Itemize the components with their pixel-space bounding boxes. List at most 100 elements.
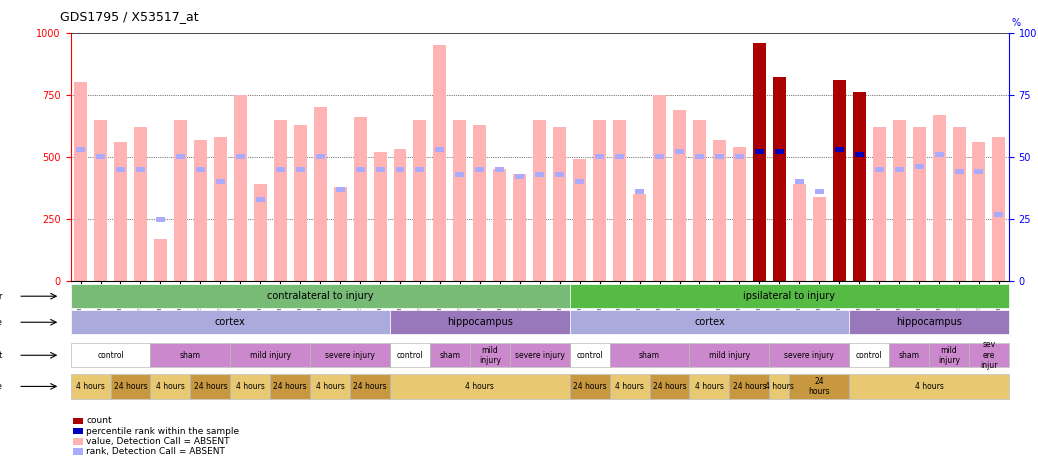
Text: 24 hours: 24 hours bbox=[114, 382, 147, 391]
Bar bbox=[214, 137, 227, 281]
Bar bbox=[914, 165, 924, 169]
Bar bbox=[973, 142, 985, 281]
Bar bbox=[114, 142, 127, 281]
Bar bbox=[932, 115, 946, 281]
Bar bbox=[196, 167, 204, 172]
Text: 4 hours: 4 hours bbox=[765, 382, 794, 391]
Bar bbox=[393, 149, 407, 281]
Bar bbox=[733, 147, 746, 281]
Bar bbox=[313, 107, 327, 281]
Bar bbox=[255, 197, 265, 202]
Text: other: other bbox=[0, 292, 3, 301]
Bar bbox=[194, 140, 207, 281]
Bar bbox=[934, 152, 944, 157]
Text: GDS1795 / X53517_at: GDS1795 / X53517_at bbox=[60, 10, 199, 23]
Bar bbox=[294, 125, 306, 281]
Bar bbox=[374, 152, 386, 281]
Bar bbox=[136, 167, 145, 172]
Text: percentile rank within the sample: percentile rank within the sample bbox=[86, 426, 240, 436]
Bar bbox=[74, 82, 87, 281]
Bar bbox=[536, 172, 544, 177]
Text: 4 hours: 4 hours bbox=[236, 382, 265, 391]
Bar bbox=[376, 167, 384, 172]
Text: sham: sham bbox=[180, 351, 201, 360]
Bar bbox=[813, 197, 826, 281]
Bar bbox=[695, 154, 704, 159]
Bar bbox=[236, 154, 245, 159]
Bar bbox=[134, 127, 147, 281]
Bar bbox=[555, 172, 565, 177]
Bar bbox=[335, 187, 345, 192]
Bar bbox=[774, 149, 784, 154]
Text: sham: sham bbox=[639, 351, 660, 360]
Bar bbox=[852, 92, 866, 281]
Text: cortex: cortex bbox=[215, 317, 246, 327]
Text: sev
ere
injur: sev ere injur bbox=[980, 340, 998, 370]
Bar bbox=[613, 120, 626, 281]
Bar bbox=[815, 189, 824, 194]
Text: hippocampus: hippocampus bbox=[896, 317, 962, 327]
Bar bbox=[955, 169, 963, 174]
Bar bbox=[653, 95, 666, 281]
Text: 4 hours: 4 hours bbox=[465, 382, 494, 391]
Bar bbox=[832, 80, 846, 281]
Bar bbox=[655, 154, 664, 159]
Text: mild injury: mild injury bbox=[250, 351, 291, 360]
Bar bbox=[475, 167, 485, 172]
Bar bbox=[675, 149, 684, 154]
Bar bbox=[992, 137, 1006, 281]
Bar bbox=[354, 117, 366, 281]
Text: 24 hours: 24 hours bbox=[653, 382, 686, 391]
Bar bbox=[413, 120, 427, 281]
Bar bbox=[893, 120, 905, 281]
Bar bbox=[795, 179, 803, 184]
Bar bbox=[534, 120, 546, 281]
Bar bbox=[575, 179, 584, 184]
Bar bbox=[395, 167, 405, 172]
Bar bbox=[553, 127, 566, 281]
Bar bbox=[495, 167, 504, 172]
Text: 24
hours: 24 hours bbox=[809, 377, 830, 396]
Bar bbox=[94, 120, 107, 281]
Bar bbox=[76, 147, 85, 152]
Text: severe injury: severe injury bbox=[515, 351, 565, 360]
Bar bbox=[616, 154, 624, 159]
Bar bbox=[316, 154, 325, 159]
Bar bbox=[793, 184, 805, 281]
Bar bbox=[356, 167, 364, 172]
Text: 24 hours: 24 hours bbox=[353, 382, 387, 391]
Bar bbox=[175, 154, 185, 159]
Text: mild
injury: mild injury bbox=[938, 345, 960, 365]
Text: 4 hours: 4 hours bbox=[616, 382, 644, 391]
Bar bbox=[154, 239, 167, 281]
Bar bbox=[854, 152, 864, 157]
Bar bbox=[274, 120, 286, 281]
Bar bbox=[573, 159, 586, 281]
Text: rank, Detection Call = ABSENT: rank, Detection Call = ABSENT bbox=[86, 447, 225, 456]
Bar bbox=[216, 179, 225, 184]
Bar bbox=[276, 167, 284, 172]
Bar bbox=[454, 120, 466, 281]
Text: 4 hours: 4 hours bbox=[316, 382, 345, 391]
Bar bbox=[835, 147, 844, 152]
Text: control: control bbox=[397, 351, 424, 360]
Bar bbox=[753, 42, 766, 281]
Bar bbox=[593, 120, 606, 281]
Bar bbox=[473, 125, 487, 281]
Text: 24 hours: 24 hours bbox=[733, 382, 766, 391]
Bar bbox=[434, 45, 446, 281]
Bar bbox=[693, 120, 706, 281]
Text: 24 hours: 24 hours bbox=[193, 382, 227, 391]
Bar bbox=[912, 127, 926, 281]
Bar bbox=[635, 189, 644, 194]
Text: time: time bbox=[0, 382, 3, 391]
Text: 24 hours: 24 hours bbox=[573, 382, 606, 391]
Text: sham: sham bbox=[899, 351, 920, 360]
Bar bbox=[156, 217, 165, 222]
Bar bbox=[436, 147, 444, 152]
Text: ipsilateral to injury: ipsilateral to injury bbox=[743, 291, 836, 301]
Bar bbox=[296, 167, 305, 172]
Bar bbox=[953, 127, 965, 281]
Bar bbox=[174, 120, 187, 281]
Text: 4 hours: 4 hours bbox=[695, 382, 723, 391]
